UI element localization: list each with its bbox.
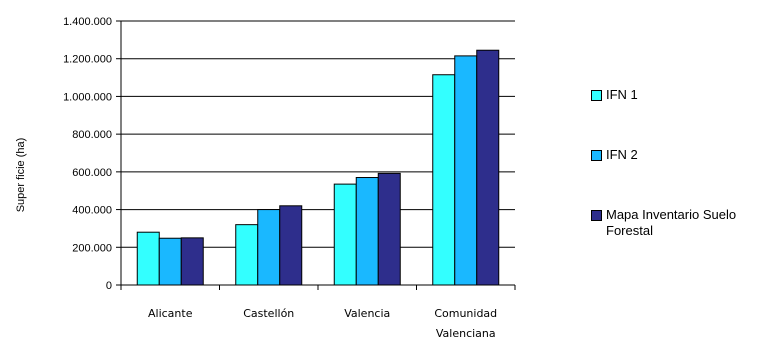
x-category-label: Alicante xyxy=(148,307,193,320)
legend-item-mapa-inventario: Mapa Inventario Suelo Forestal xyxy=(591,207,736,239)
y-tick-label: 400.000 xyxy=(72,205,112,217)
bar xyxy=(476,49,500,286)
legend-label: IFN 1 xyxy=(606,87,638,102)
legend-item-ifn2: IFN 2 xyxy=(591,147,638,163)
bar xyxy=(279,205,303,286)
bar xyxy=(355,177,379,286)
gridlines xyxy=(121,20,515,248)
y-tick-label: 0 xyxy=(106,280,112,292)
y-tick-label: 1.400.000 xyxy=(63,16,112,28)
y-tick-label: 1.000.000 xyxy=(63,91,112,103)
bar xyxy=(180,237,204,286)
legend-swatch xyxy=(591,90,602,101)
legend-label-line2: Forestal xyxy=(606,223,653,238)
axes: 0 200.000 400.000 600.000 800.000 1.000.000 1.… xyxy=(63,16,516,340)
x-category-label: Valenciana xyxy=(436,327,496,340)
bar xyxy=(257,209,281,286)
legend-label: IFN 2 xyxy=(606,147,638,162)
y-tick-label: 600.000 xyxy=(72,167,112,179)
bar xyxy=(235,224,259,286)
y-tick-label: 800.000 xyxy=(72,129,112,141)
x-category-label: Comunidad xyxy=(434,307,497,320)
bar xyxy=(136,231,160,286)
y-axis-label: Super ficie (ha) xyxy=(15,138,27,213)
legend: IFN 1 IFN 2 Mapa Inventario Suelo Forest… xyxy=(591,0,778,347)
bar xyxy=(432,74,456,286)
y-tick-label: 200.000 xyxy=(72,242,112,254)
bar xyxy=(333,183,357,286)
bar xyxy=(377,172,401,286)
bars xyxy=(136,49,500,286)
bar xyxy=(454,55,478,286)
bar-chart: 0 200.000 400.000 600.000 800.000 1.000.000 1.… xyxy=(15,16,516,340)
y-tick-label: 1.200.000 xyxy=(63,54,112,66)
x-category-label: Valencia xyxy=(344,307,390,320)
legend-swatch xyxy=(591,210,602,221)
bar xyxy=(158,237,182,286)
legend-label: Mapa Inventario Suelo xyxy=(606,207,737,222)
legend-item-ifn1: IFN 1 xyxy=(591,87,638,103)
x-category-label: Castellón xyxy=(243,307,294,320)
legend-swatch xyxy=(591,150,602,161)
